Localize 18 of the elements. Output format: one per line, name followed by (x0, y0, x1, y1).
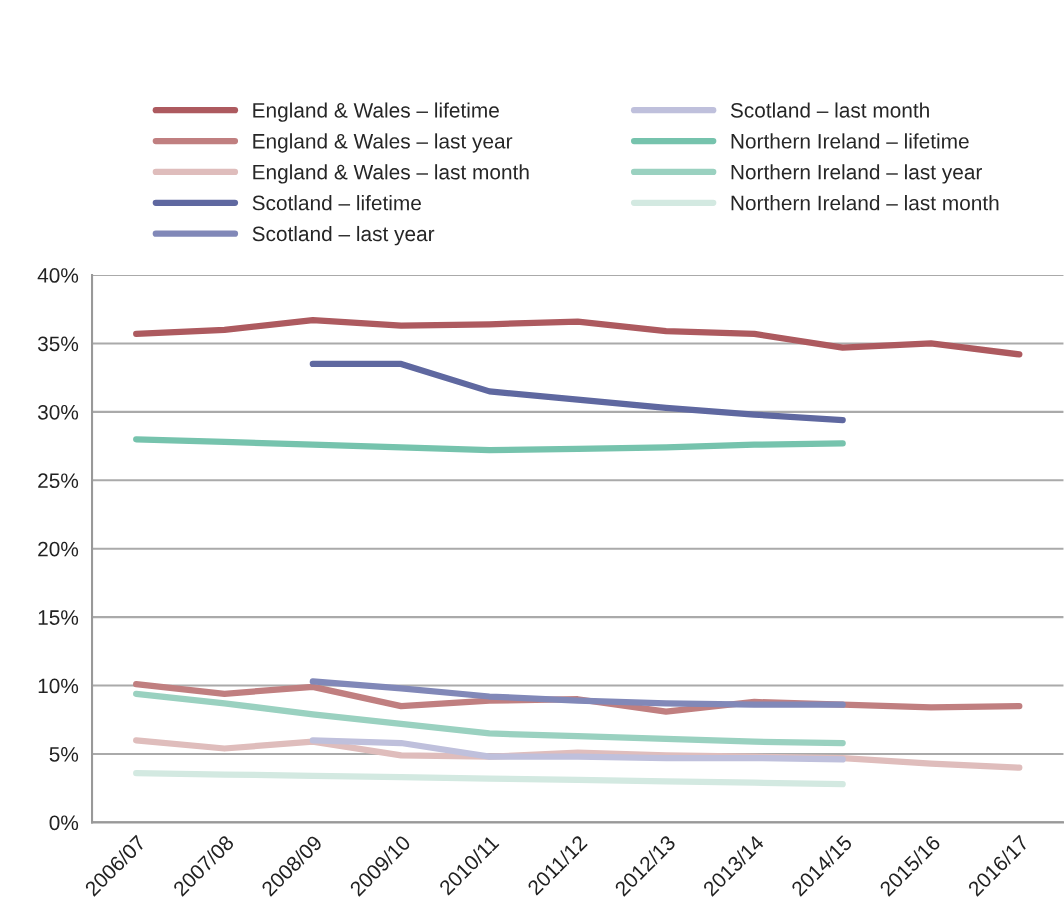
legend-label: England & Wales – last year (253, 133, 513, 153)
legend-label: Northern Ireland – last month (731, 195, 999, 211)
y-tick-label: 15% (38, 610, 79, 625)
y-tick-label: 10% (38, 678, 79, 694)
y-tick-label: 35% (37, 336, 79, 352)
y-tick-label: 30% (37, 404, 79, 420)
legend-label: Scotland – last month (730, 102, 929, 118)
y-tick-label: 0% (49, 815, 79, 831)
legend-label: Northern Ireland – last year (731, 164, 983, 184)
y-tick-label: 5% (49, 747, 79, 762)
legend-label: England & Wales – lifetime (253, 102, 499, 122)
legend-label: Scotland – lifetime (252, 195, 421, 211)
legend-label: England & Wales – last month (253, 164, 529, 184)
y-tick-label: 20% (38, 541, 79, 557)
y-tick-label: 25% (38, 473, 79, 489)
legend-label: Northern Ireland – lifetime (731, 133, 969, 149)
y-tick-label: 40% (37, 268, 79, 283)
legend-label: Scotland – last year (252, 225, 435, 246)
